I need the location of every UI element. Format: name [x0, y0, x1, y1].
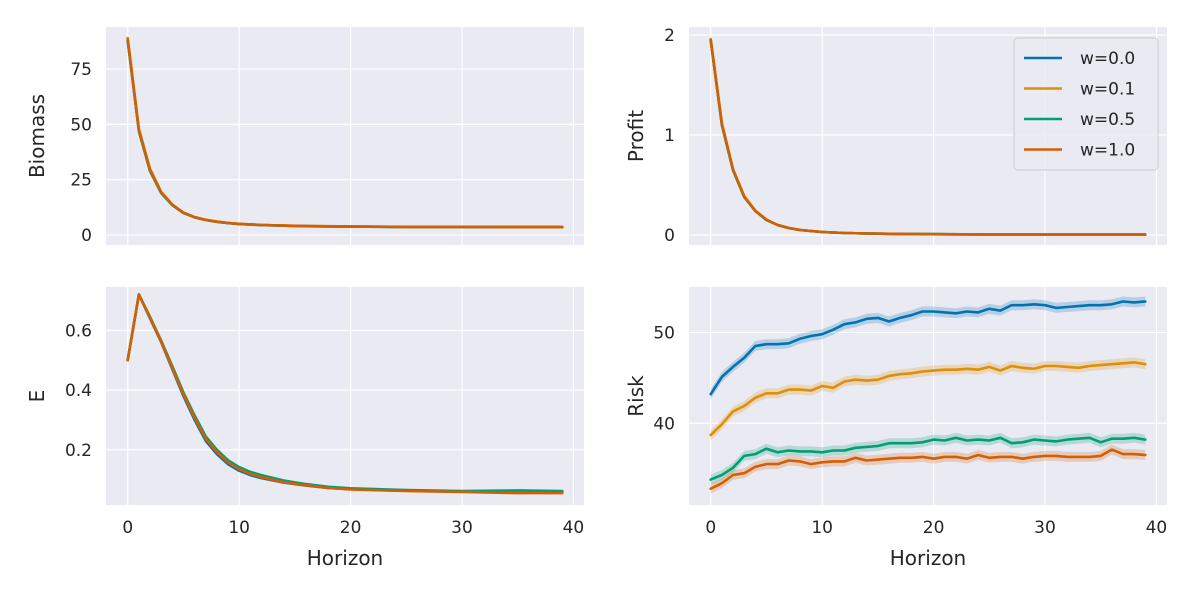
series-line-w=0.1 [709, 361, 1147, 437]
x-tick-label: 10 [811, 518, 833, 538]
y-tick-label: 0.2 [65, 441, 92, 461]
series-line-w=1.0 [709, 448, 1147, 491]
x-tick-label: 30 [451, 518, 473, 538]
x-tick-label: 20 [923, 518, 945, 538]
x-tick-label: 0 [122, 518, 133, 538]
series-line-w=0.0 [709, 300, 1147, 396]
x-tick-label: 40 [563, 518, 585, 538]
x-axis-label: Horizon [890, 546, 966, 570]
x-tick-label: 10 [228, 518, 250, 538]
legend-label: w=0.0 [1080, 49, 1135, 69]
series-line-w=1.0 [709, 38, 1147, 236]
y-tick-label: 25 [70, 171, 92, 191]
y-tick-label: 40 [653, 414, 675, 434]
series-line-w=1.0 [126, 37, 564, 229]
panel-top-right: 0 1 2 Profit w=0.0 w=0.1 w=0.5 w=1.0 [624, 26, 1167, 246]
y-axis-label: Risk [624, 375, 648, 417]
plot-area [689, 287, 1167, 505]
y-tick-label: 0 [664, 226, 675, 246]
y-tick-label: 50 [70, 115, 92, 135]
y-tick-label: 0 [81, 226, 92, 246]
x-tick-label: 40 [1146, 518, 1168, 538]
panel-bottom-left: 0.2 0.4 0.6 0 10 20 30 40 E Horizon [25, 287, 584, 570]
y-tick-label: 2 [664, 26, 675, 46]
series-band-w=0.5 [710, 432, 1146, 485]
y-tick-label: 0.4 [65, 381, 92, 401]
y-tick-label: 75 [70, 60, 92, 80]
y-tick-label: 1 [664, 126, 675, 146]
x-tick-label: 30 [1034, 518, 1056, 538]
x-tick-label: 0 [705, 518, 716, 538]
legend-label: w=0.1 [1080, 80, 1135, 100]
panel-top-left: 0 25 50 75 Biomass [25, 27, 584, 246]
legend-label: w=0.5 [1080, 110, 1135, 130]
legend-label: w=1.0 [1080, 141, 1135, 161]
legend-box [1013, 37, 1159, 171]
plot-area [106, 287, 584, 505]
legend: w=0.0 w=0.1 w=0.5 w=1.0 [1013, 37, 1159, 171]
y-axis-label: Profit [624, 110, 648, 162]
plot-area [106, 27, 584, 245]
x-axis-label: Horizon [307, 546, 383, 570]
y-axis-label: Biomass [25, 94, 49, 178]
y-tick-label: 50 [653, 323, 675, 343]
y-axis-label: E [25, 390, 49, 403]
y-tick-label: 0.6 [65, 321, 92, 341]
series-band-w=0.0 [710, 296, 1146, 400]
series-line-w=0.5 [709, 436, 1147, 481]
x-tick-label: 20 [340, 518, 362, 538]
